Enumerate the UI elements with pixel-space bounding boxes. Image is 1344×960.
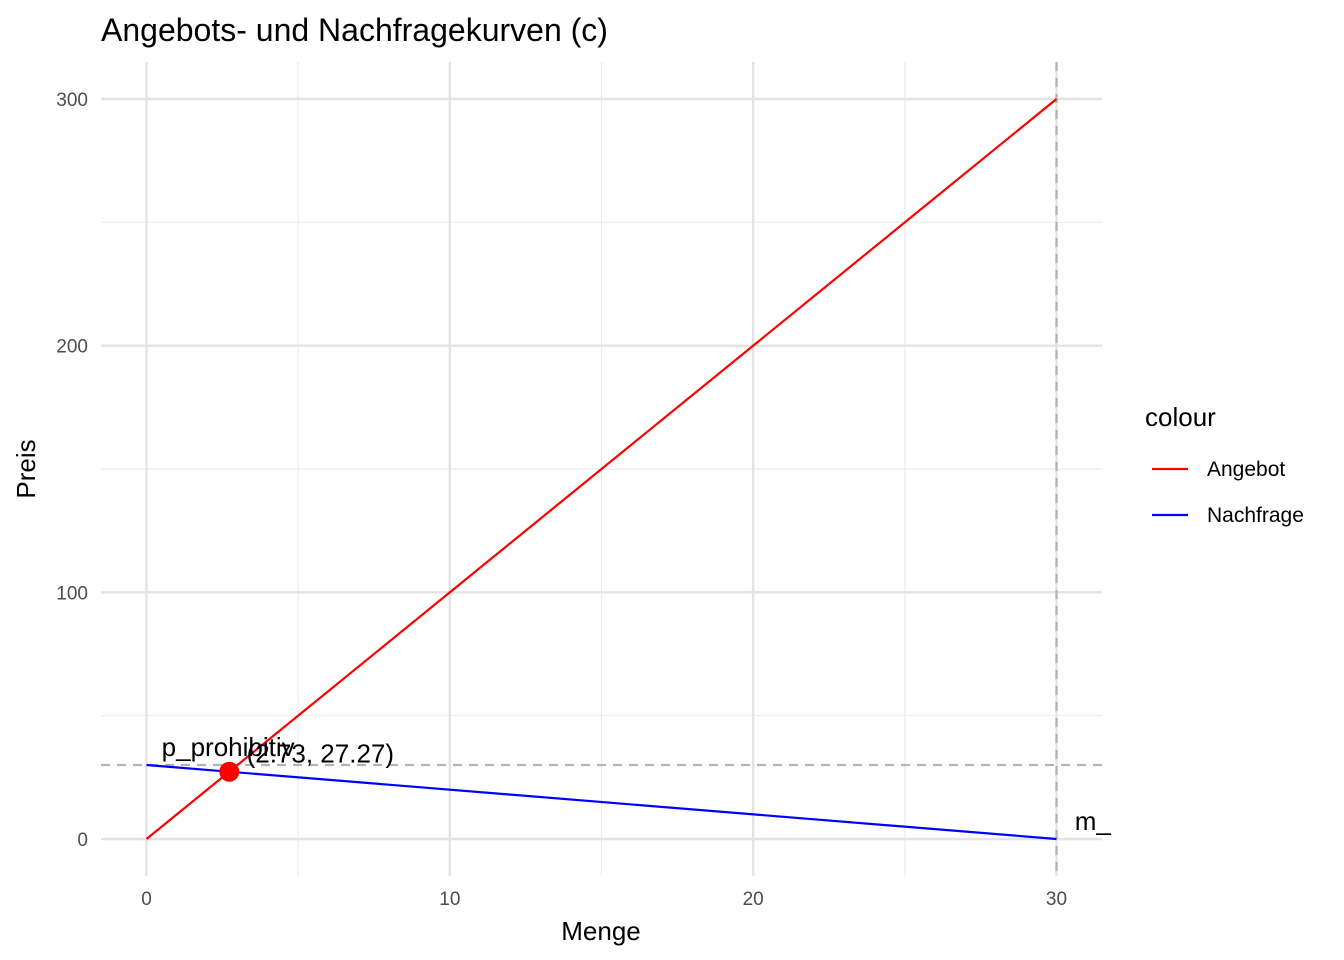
x-tick-label: 20 — [743, 889, 764, 910]
plot-area: p_prohibitiv(2.73, 27.27) m_ — [101, 62, 1111, 876]
legend-label: Nachfrage — [1207, 504, 1304, 527]
legend: colour Angebot Nachfrage — [1145, 402, 1304, 527]
legend-label: Angebot — [1207, 458, 1285, 481]
y-tick-label: 0 — [77, 830, 88, 851]
y-tick-label: 200 — [56, 337, 88, 358]
x-tick-label: 30 — [1046, 889, 1067, 910]
legend-entries: Angebot Nachfrage — [1152, 458, 1304, 527]
annotation-label: m_ — [1075, 806, 1112, 836]
x-tick-label: 0 — [141, 889, 152, 910]
series-lines — [145, 98, 1058, 841]
points — [219, 761, 240, 782]
equilibrium-point — [219, 761, 240, 782]
legend-title: colour — [1145, 402, 1216, 432]
annotation-label: (2.73, 27.27) — [247, 739, 394, 769]
chart-title: Angebots- und Nachfragekurven (c) — [101, 12, 608, 48]
reference-lines — [101, 62, 1102, 876]
x-tick-label: 10 — [439, 889, 460, 910]
y-tick-label: 100 — [56, 583, 88, 604]
x-axis-ticks: 0 10 20 30 — [141, 889, 1067, 910]
y-axis-title: Preis — [11, 439, 41, 498]
annotation-label: p_prohibitiv — [162, 732, 295, 762]
annotations: p_prohibitiv(2.73, 27.27) m_ — [162, 732, 1112, 836]
y-tick-label: 300 — [56, 90, 88, 111]
y-axis-ticks: 0 100 200 300 — [56, 90, 88, 851]
series-line-angebot — [145, 98, 1058, 840]
series-line-nachfrage — [146, 763, 1057, 841]
x-axis-title: Menge — [561, 916, 641, 946]
